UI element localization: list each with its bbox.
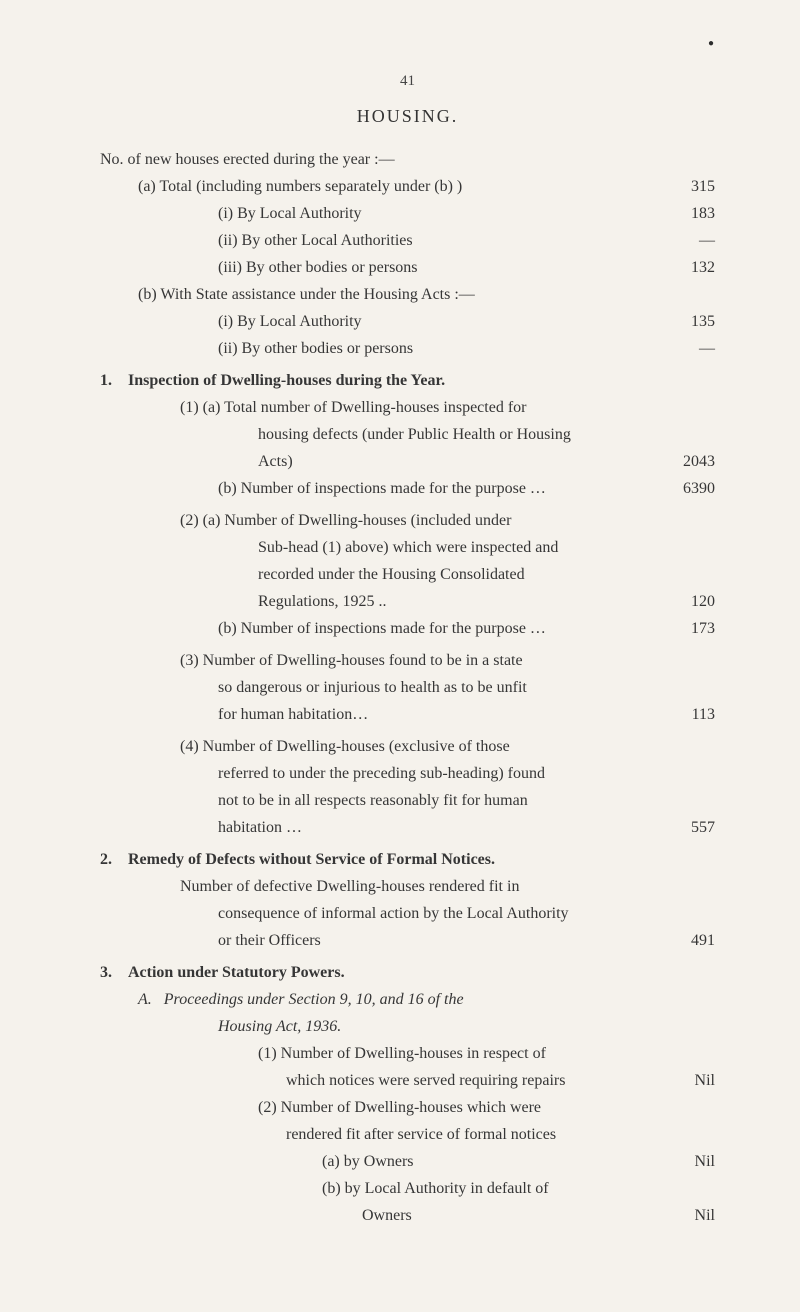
s3-A-letter: A. xyxy=(138,991,152,1008)
sec2-heading: 2. Remedy of Defects without Service of … xyxy=(100,848,715,872)
printing-dot: ● xyxy=(708,36,714,51)
s1-1b-val: 6390 xyxy=(663,477,715,501)
b-i: (i) By Local Authority xyxy=(218,310,663,334)
s3-A2-b-val: Nil xyxy=(663,1204,715,1228)
intro-line: No. of new houses erected during the yea… xyxy=(100,148,715,172)
a-total-val: 315 xyxy=(663,175,715,199)
s2-l1: Number of defective Dwelling-houses rend… xyxy=(180,875,715,899)
s1-3-l2: so dangerous or injurious to health as t… xyxy=(218,676,715,700)
a-iii: (iii) By other bodies or persons xyxy=(218,256,663,280)
s1-2a-l1: (2) (a) Number of Dwelling-houses (inclu… xyxy=(180,509,715,533)
s1-1b: (b) Number of inspections made for the p… xyxy=(218,477,663,501)
s1-2b-val: 173 xyxy=(663,617,715,641)
a-i: (i) By Local Authority xyxy=(218,202,663,226)
s1-2a-val: 120 xyxy=(663,590,715,614)
s2-l3: or their Officers xyxy=(218,929,663,953)
s1-4-l1: (4) Number of Dwelling-houses (exclusive… xyxy=(180,735,715,759)
s3-A1-l2: which notices were served requiring repa… xyxy=(286,1069,663,1093)
page-number: 41 xyxy=(100,70,715,93)
sec1-title: Inspection of Dwelling-houses during the… xyxy=(128,372,445,389)
s2-val: 491 xyxy=(663,929,715,953)
s3-A2-l2: rendered fit after service of formal not… xyxy=(286,1123,715,1147)
s1-2a-l2: Sub-head (1) above) which were inspected… xyxy=(258,536,715,560)
s1-4-l2: referred to under the preceding sub-head… xyxy=(218,762,715,786)
s2-l2: consequence of informal action by the Lo… xyxy=(218,902,715,926)
s1-4-l4: habitation … xyxy=(218,816,663,840)
s3-A2-a: (a) by Owners xyxy=(322,1150,663,1174)
s1-4-val: 557 xyxy=(663,816,715,840)
page: ● 41 HOUSING. No. of new houses erected … xyxy=(0,0,800,1312)
sec2-num: 2. xyxy=(100,848,124,872)
s3-A2-l1: (2) Number of Dwelling-houses which were xyxy=(258,1096,715,1120)
s1-1a-l3: Acts) xyxy=(258,450,663,474)
sec1-num: 1. xyxy=(100,369,124,393)
sec2-title: Remedy of Defects without Service of For… xyxy=(128,851,495,868)
s1-2a-l3: recorded under the Housing Consolidated xyxy=(258,563,715,587)
sec3-num: 3. xyxy=(100,961,124,985)
b-ii-val: — xyxy=(663,337,715,361)
s3-A1-l1: (1) Number of Dwelling-houses in respect… xyxy=(258,1042,715,1066)
s3-A2-b-l1: (b) by Local Authority in default of xyxy=(322,1177,715,1201)
title-housing: HOUSING. xyxy=(100,103,715,130)
sec3-heading: 3. Action under Statutory Powers. xyxy=(100,961,715,985)
b-heading: (b) With State assistance under the Hous… xyxy=(138,283,715,307)
a-iii-val: 132 xyxy=(663,256,715,280)
a-ii-val: — xyxy=(663,229,715,253)
b-ii: (ii) By other bodies or persons xyxy=(218,337,663,361)
s1-3-l3: for human habitation… xyxy=(218,703,663,727)
a-i-val: 183 xyxy=(663,202,715,226)
s1-4-l3: not to be in all respects reasonably fit… xyxy=(218,789,715,813)
s1-2b: (b) Number of inspections made for the p… xyxy=(218,617,663,641)
s3-A-ital2: Housing Act, 1936. xyxy=(218,1015,715,1039)
s1-1a-l1: (1) (a) Total number of Dwelling-houses … xyxy=(180,396,715,420)
a-total: (a) Total (including numbers separately … xyxy=(138,175,663,199)
s1-2a-l4: Regulations, 1925 .. xyxy=(258,590,663,614)
s3-A2-b-l2: Owners xyxy=(362,1204,663,1228)
s1-1a-l2: housing defects (under Public Health or … xyxy=(258,423,715,447)
s3-A-ital1: Proceedings under Section 9, 10, and 16 … xyxy=(164,991,464,1008)
s3-A2-a-val: Nil xyxy=(663,1150,715,1174)
sec3-title: Action under Statutory Powers. xyxy=(128,964,345,981)
s1-3-val: 113 xyxy=(663,703,715,727)
s1-3-l1: (3) Number of Dwelling-houses found to b… xyxy=(180,649,715,673)
b-i-val: 135 xyxy=(663,310,715,334)
s1-1a-val: 2043 xyxy=(663,450,715,474)
s3-A-line1: A. Proceedings under Section 9, 10, and … xyxy=(138,988,715,1012)
sec1-heading: 1. Inspection of Dwelling-houses during … xyxy=(100,369,715,393)
s3-A1-val: Nil xyxy=(663,1069,715,1093)
a-ii: (ii) By other Local Authorities xyxy=(218,229,663,253)
